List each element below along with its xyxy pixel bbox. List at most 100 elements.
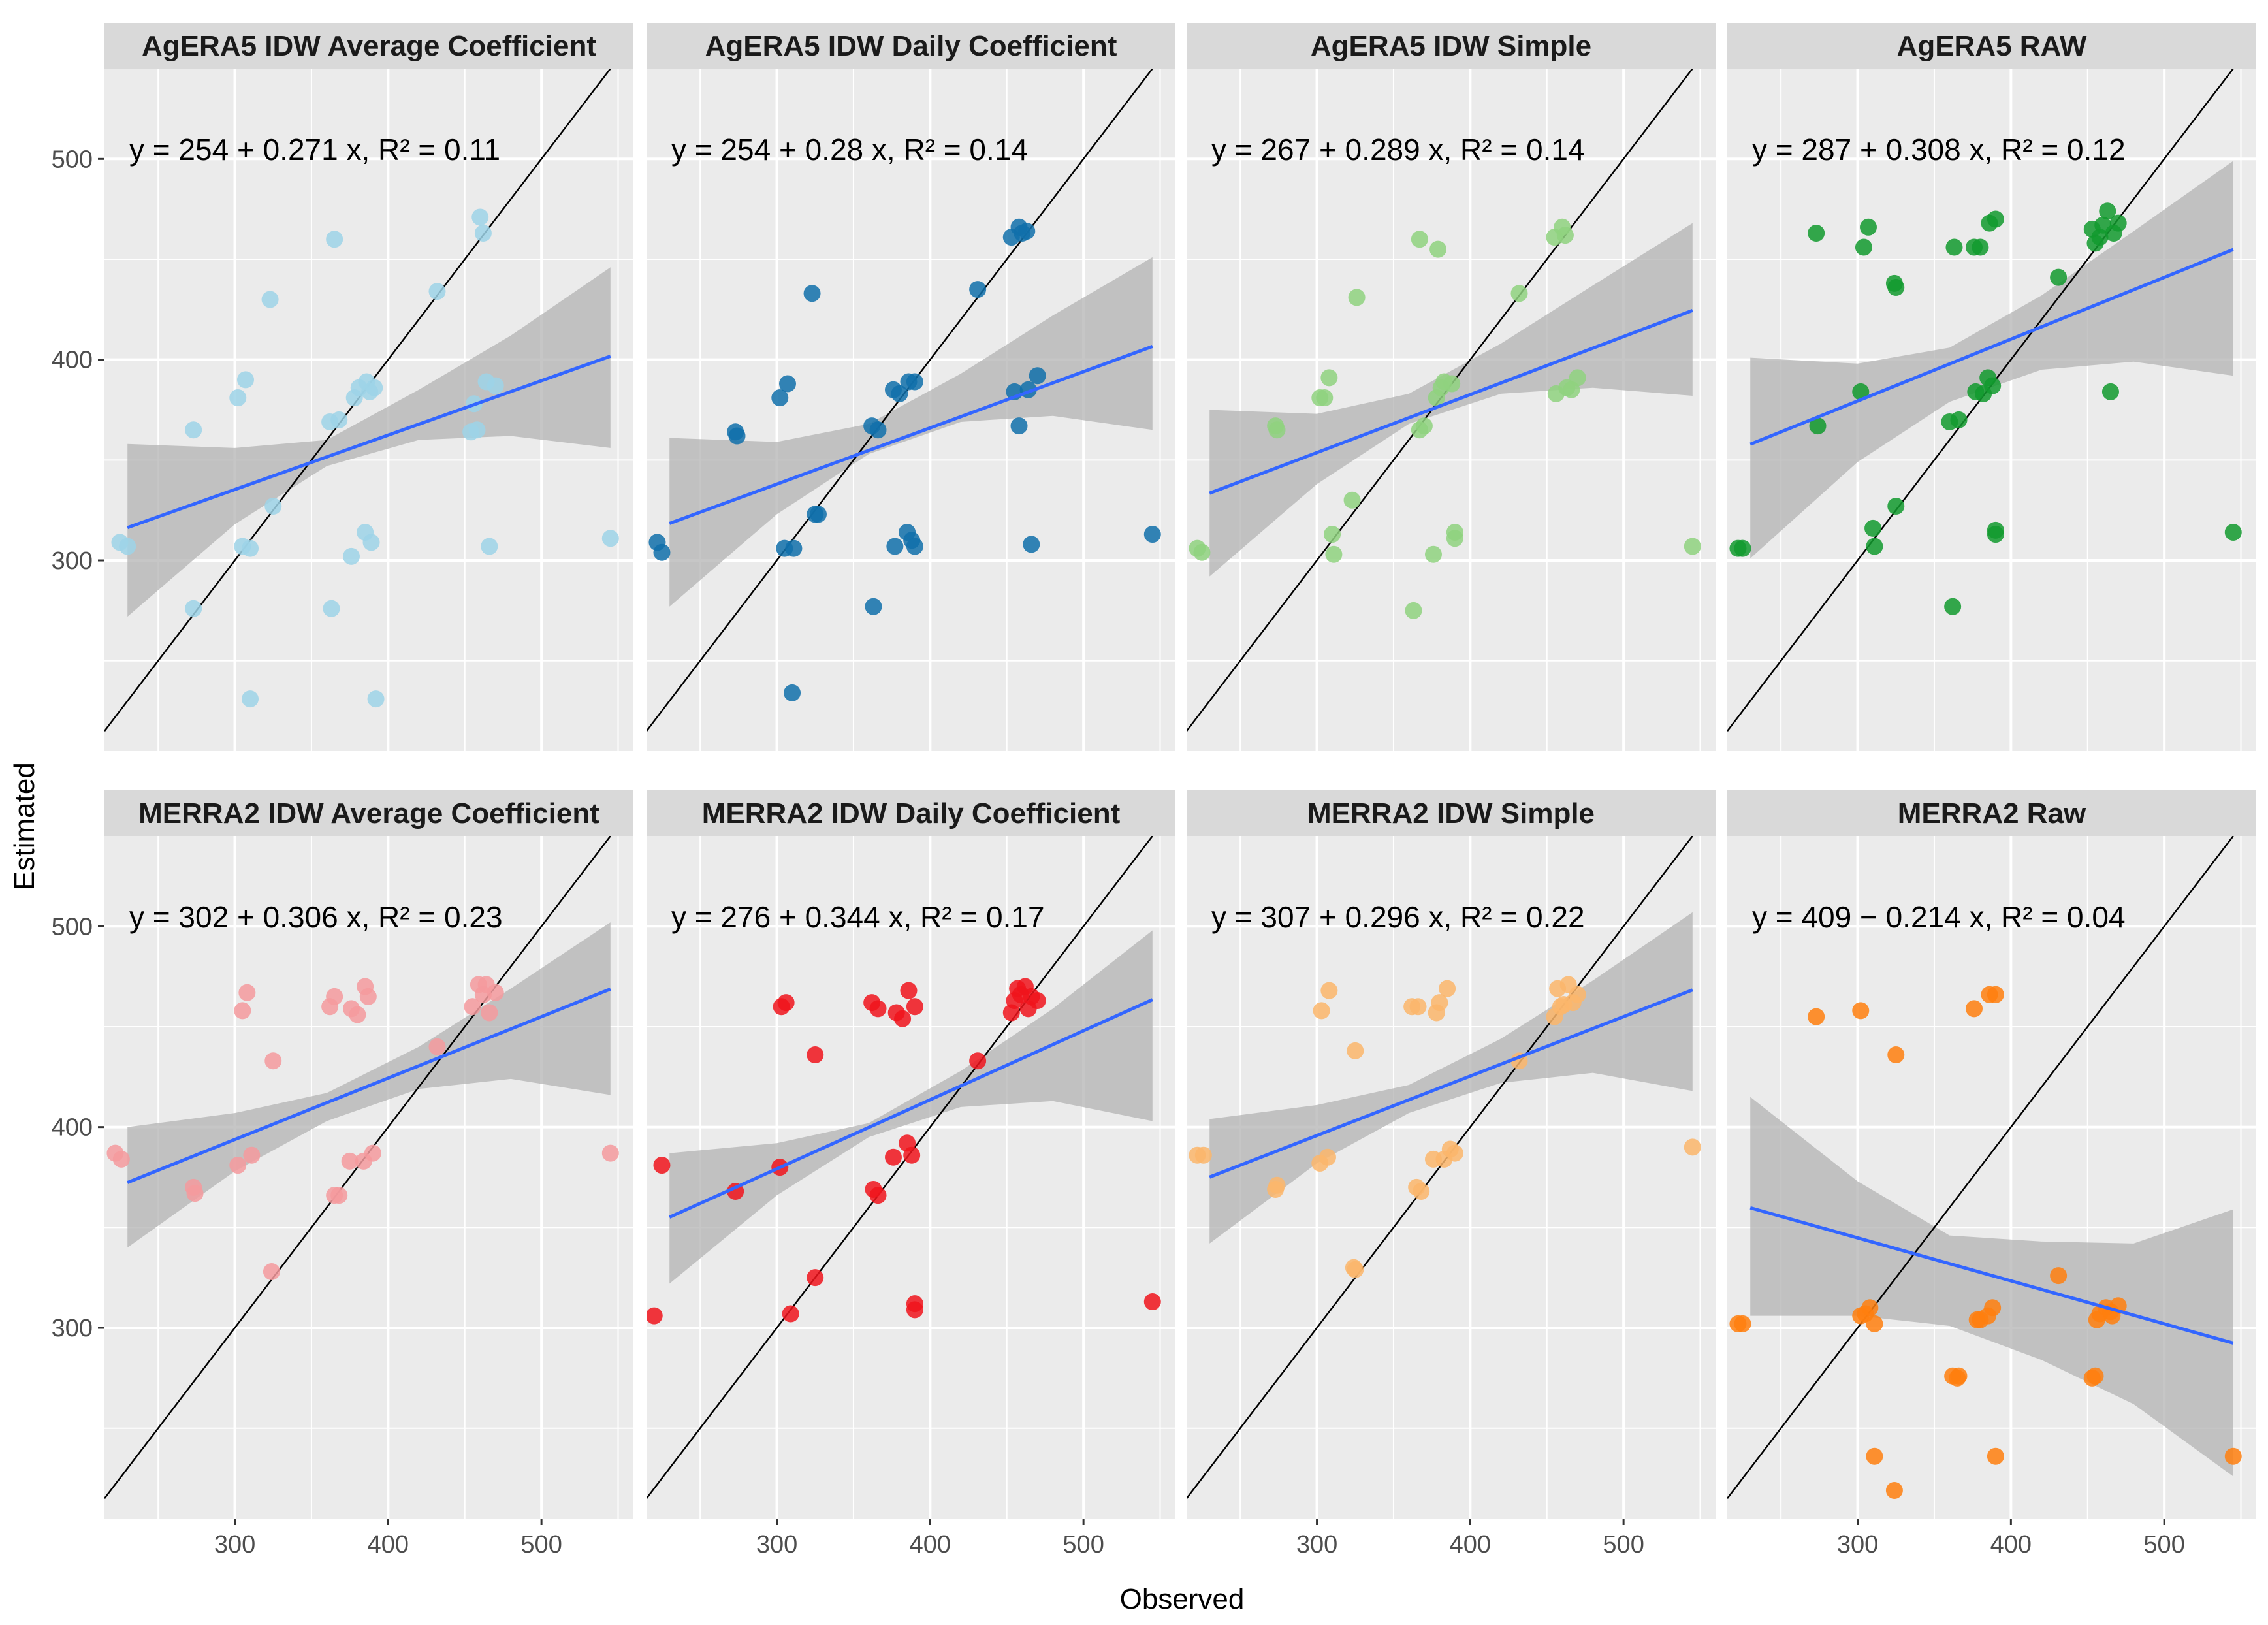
data-point — [1852, 383, 1870, 400]
regression-equation: y = 287 + 0.308 x, R² = 0.12 — [1752, 133, 2126, 167]
x-axis-title: Observed — [1120, 1583, 1245, 1615]
panel-4: AgERA5 RAW y = 287 + 0.308 x, R² = 0.12 — [1727, 23, 2256, 751]
data-point — [1684, 538, 1701, 555]
x-tick-label: 300 — [1837, 1531, 1878, 1558]
panel-8: MERRA2 Raw y = 409 − 0.214 x, R² = 0.04 30… — [1727, 790, 2256, 1558]
data-point — [2101, 383, 2119, 400]
data-point — [1425, 545, 1442, 563]
regression-line — [1209, 309, 1693, 495]
data-point — [1885, 1481, 1903, 1499]
data-point — [906, 538, 923, 555]
plot-area — [104, 69, 633, 751]
data-point — [1313, 1002, 1330, 1020]
data-point — [1143, 1293, 1161, 1311]
data-point — [229, 1157, 247, 1174]
data-point — [1984, 377, 2002, 394]
data-point — [1325, 545, 1343, 563]
data-point — [1439, 980, 1456, 997]
data-point — [471, 208, 489, 226]
y-axis-title: Estimated — [8, 762, 40, 890]
data-point — [481, 1004, 498, 1022]
regression-line — [1209, 988, 1693, 1179]
data-point — [1855, 238, 1872, 256]
regression-equation: y = 276 + 0.344 x, R² = 0.17 — [671, 900, 1045, 934]
data-point — [1415, 417, 1433, 435]
data-point — [264, 1052, 282, 1070]
data-point — [903, 1146, 921, 1164]
regression-line — [669, 998, 1153, 1219]
data-point — [2109, 214, 2127, 232]
data-point — [242, 539, 259, 557]
data-point — [341, 1152, 359, 1170]
data-point — [891, 385, 908, 402]
data-point — [869, 1000, 887, 1018]
data-point — [1405, 602, 1422, 619]
y-tick-label: 400 — [52, 347, 93, 374]
data-point — [367, 690, 385, 708]
identity-line — [1187, 836, 1693, 1500]
data-point — [261, 291, 279, 308]
data-point — [1987, 526, 2004, 543]
regression-equation: y = 302 + 0.306 x, R² = 0.23 — [129, 900, 503, 934]
x-tick-label: 400 — [368, 1531, 409, 1558]
data-point — [1734, 1315, 1751, 1332]
data-point — [1324, 526, 1341, 543]
data-point — [906, 998, 923, 1016]
data-point — [264, 498, 282, 515]
regression-line — [1749, 1206, 2234, 1345]
data-point — [886, 538, 904, 555]
data-point — [1984, 1299, 2002, 1317]
data-point — [803, 285, 821, 302]
data-point — [1987, 986, 2004, 1003]
panel-7: MERRA2 IDW Simple y = 307 + 0.296 x, R² =… — [1187, 790, 1716, 1558]
data-point — [784, 684, 801, 701]
strip-background — [647, 790, 1175, 836]
data-point — [807, 1269, 824, 1287]
data-point — [234, 1002, 251, 1020]
panel-title: MERRA2 IDW Simple — [1307, 797, 1595, 829]
identity-line — [104, 836, 611, 1500]
data-point — [900, 982, 918, 999]
data-point — [185, 600, 202, 617]
data-point — [1316, 389, 1334, 407]
data-point — [229, 389, 247, 407]
data-point — [330, 411, 348, 428]
data-point — [777, 994, 795, 1012]
regression-line — [669, 345, 1153, 525]
y-tick-label: 400 — [52, 1114, 93, 1142]
x-tick-label: 500 — [1062, 1531, 1104, 1558]
data-point — [1319, 1148, 1336, 1166]
data-point — [1446, 1144, 1463, 1162]
data-point — [601, 1144, 619, 1162]
data-point — [242, 690, 259, 708]
panel-1: AgERA5 IDW Average Coefficient y = 254 + … — [52, 23, 633, 751]
confidence-band — [1750, 161, 2233, 558]
data-point — [1029, 367, 1046, 385]
data-point — [1320, 369, 1338, 387]
data-point — [1966, 1000, 1983, 1018]
data-point — [1944, 598, 1962, 615]
data-point — [2224, 523, 2242, 541]
data-point — [323, 600, 340, 617]
data-point — [366, 379, 383, 396]
data-point — [647, 1307, 663, 1325]
data-point — [474, 225, 492, 242]
data-point — [1852, 1002, 1870, 1020]
x-tick-label: 400 — [1450, 1531, 1491, 1558]
data-point — [428, 283, 446, 300]
data-point — [2099, 202, 2116, 220]
data-point — [1808, 225, 1825, 242]
confidence-band — [1209, 223, 1693, 577]
x-tick-label: 300 — [1296, 1531, 1337, 1558]
data-point — [1864, 519, 1882, 537]
data-point — [112, 1150, 130, 1168]
data-point — [1413, 1183, 1430, 1200]
identity-line — [647, 836, 1153, 1500]
strip-background — [104, 23, 633, 69]
data-point — [1194, 1146, 1212, 1164]
data-point — [468, 421, 486, 439]
x-tick-label: 500 — [2143, 1531, 2184, 1558]
data-point — [238, 984, 256, 1001]
confidence-band — [1750, 1097, 2233, 1477]
data-point — [326, 988, 343, 1005]
